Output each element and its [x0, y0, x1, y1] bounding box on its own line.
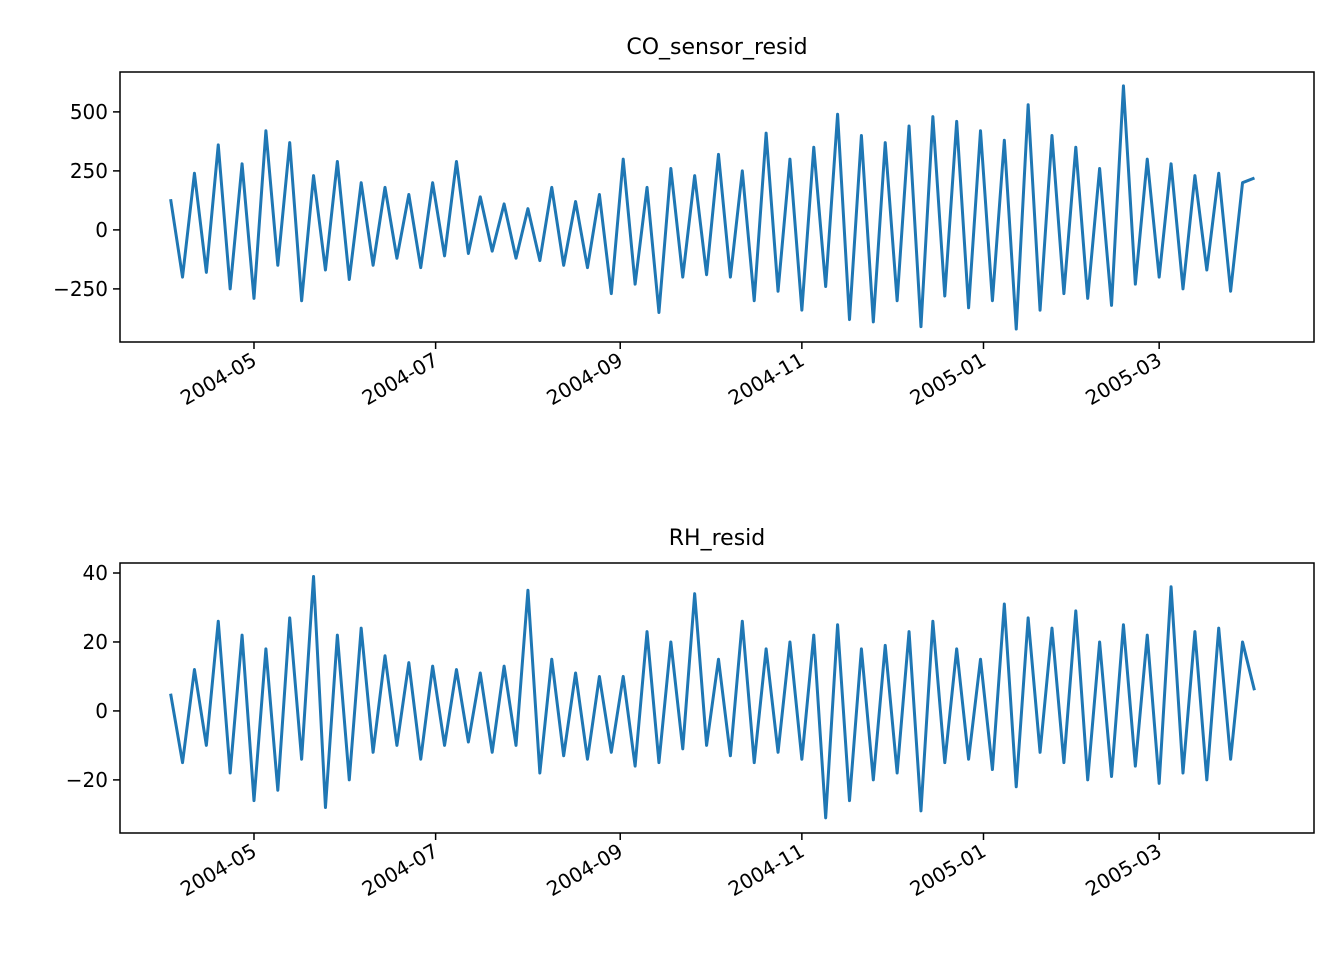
y-tick-label: 40	[83, 561, 108, 585]
y-tick-label: 20	[83, 630, 108, 654]
y-tick-label: −250	[53, 277, 108, 301]
x-tick-label: 2004-11	[724, 348, 808, 411]
x-tick-label: 2004-09	[542, 839, 626, 902]
y-tick-label: 0	[95, 218, 108, 242]
y-tick-label: 250	[70, 159, 108, 183]
x-tick-label: 2004-05	[176, 839, 260, 902]
x-tick-label: 2004-11	[724, 839, 808, 902]
chart-title: RH_resid	[669, 526, 765, 551]
axes-frame	[119, 562, 1315, 834]
x-tick-label: 2004-07	[358, 839, 442, 902]
x-tick-label: 2005-03	[1081, 839, 1165, 902]
axes-frame	[119, 71, 1315, 343]
y-tick-label: −20	[66, 768, 108, 792]
chart-title: CO_sensor_resid	[626, 35, 807, 60]
y-tick-label: 500	[70, 100, 108, 124]
x-tick-label: 2004-07	[358, 348, 442, 411]
x-tick-label: 2005-01	[906, 839, 990, 902]
data-line	[169, 84, 1256, 331]
x-tick-label: 2004-09	[542, 348, 626, 411]
y-tick-label: 0	[95, 699, 108, 723]
x-tick-label: 2005-03	[1081, 348, 1165, 411]
data-line	[169, 574, 1256, 820]
x-tick-label: 2005-01	[906, 348, 990, 411]
x-tick-label: 2004-05	[176, 348, 260, 411]
